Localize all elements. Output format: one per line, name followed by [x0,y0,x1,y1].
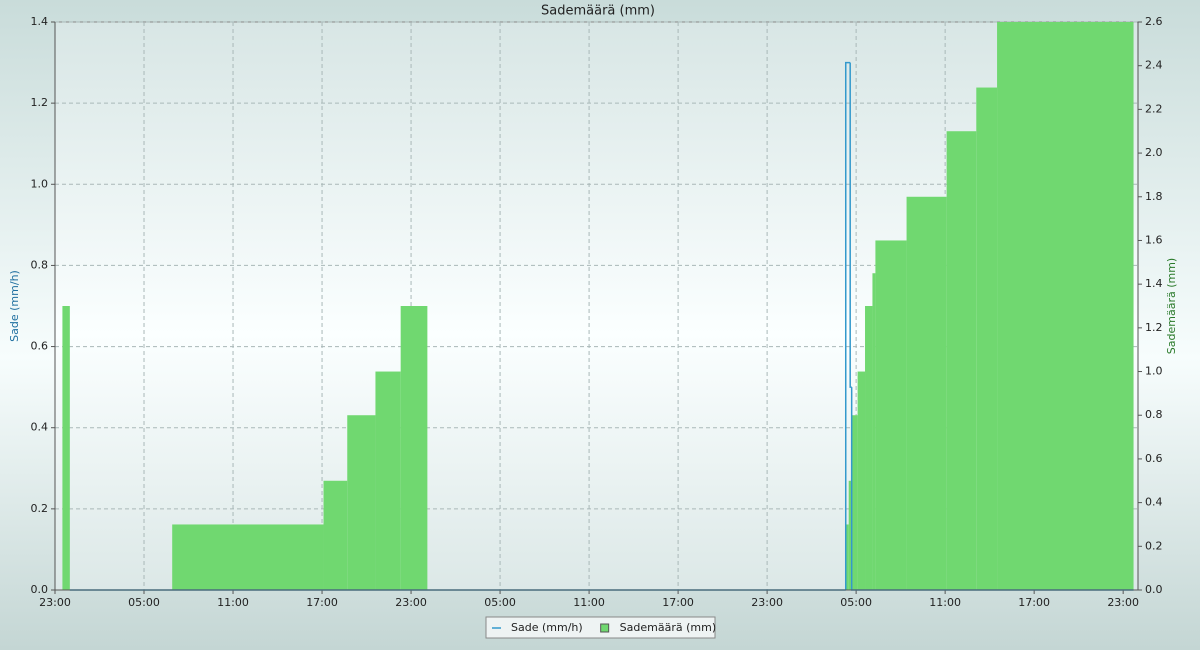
x-tick-label: 17:00 [306,596,338,609]
y-tick-label: 0.4 [31,421,49,434]
y2-tick-label: 0.6 [1145,452,1163,465]
x-tick-label: 05:00 [484,596,516,609]
y-tick-label: 1.2 [31,96,49,109]
area-step [172,524,324,590]
area-step [845,524,849,590]
area-step [848,480,852,590]
y-tick-label: 1.4 [31,15,49,28]
line-step [844,61,851,590]
legend-swatch [600,623,610,633]
y2-tick-label: 1.8 [1145,190,1163,203]
y2-tick-label: 1.6 [1145,233,1163,246]
area-step [875,240,907,590]
y-tick-label: 1.0 [31,177,49,190]
y2-tick-label: 2.4 [1145,59,1163,72]
x-tick-label: 17:00 [1018,596,1050,609]
x-tick-label: 11:00 [929,596,961,609]
x-tick-label: 11:00 [217,596,249,609]
chart-title: Sademäärä (mm) [541,4,655,19]
area-step [347,415,376,590]
x-tick-label: 17:00 [662,596,694,609]
x-tick-label: 05:00 [840,596,872,609]
area-step [872,273,876,590]
y2-tick-label: 0.8 [1145,408,1163,421]
legend-label: Sademäärä (mm) [620,621,716,634]
legend-label: Sade (mm/h) [511,621,583,634]
y2-tick-label: 1.2 [1145,321,1163,334]
area-step [906,196,947,590]
area-step [375,371,401,590]
y-tick-label: 0.0 [31,583,49,596]
y2-tick-label: 1.0 [1145,365,1163,378]
area-step [997,22,1134,590]
area-step [946,131,977,590]
y-tick-label: 0.6 [31,340,49,353]
y-axis-label: Sade (mm/h) [8,270,21,342]
area-step [62,306,70,590]
y-tick-label: 0.2 [31,502,49,515]
x-tick-label: 05:00 [128,596,160,609]
x-tick-label: 23:00 [1107,596,1139,609]
y2-tick-label: 0.2 [1145,539,1163,552]
area-step [976,87,998,591]
area-step [865,306,873,590]
y2-tick-label: 2.2 [1145,102,1163,115]
y2-tick-label: 2.6 [1145,15,1163,28]
y2-axis-label: Sademäärä (mm) [1165,258,1178,354]
area-step [851,415,858,590]
x-tick-label: 23:00 [39,596,71,609]
area-step [400,306,428,590]
y2-tick-label: 0.4 [1145,496,1163,509]
x-tick-label: 11:00 [573,596,605,609]
area-step [323,480,348,590]
y2-tick-label: 1.4 [1145,277,1163,290]
y2-tick-label: 2.0 [1145,146,1163,159]
area-step [857,371,866,590]
y-tick-label: 0.8 [31,258,49,271]
x-tick-label: 23:00 [751,596,783,609]
y2-tick-label: 0.0 [1145,583,1163,596]
x-tick-label: 23:00 [395,596,427,609]
